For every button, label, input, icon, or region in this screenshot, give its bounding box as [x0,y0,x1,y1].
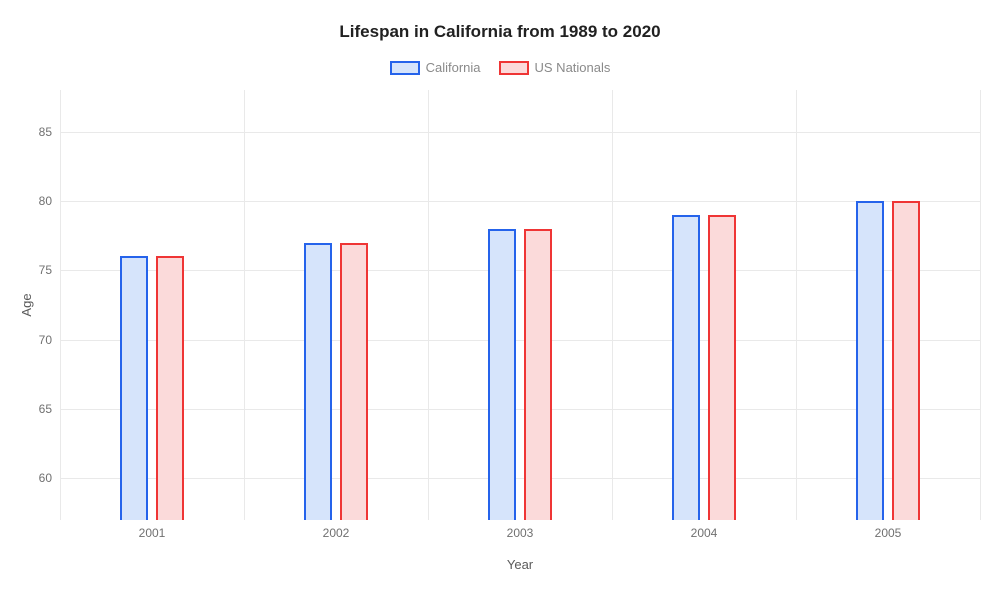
gridline-horizontal [60,409,980,410]
bar-california-2003 [488,229,516,520]
y-tick-label: 65 [39,402,52,416]
gridline-horizontal [60,340,980,341]
plot-area: 60657075808520012002200320042005 Age Yea… [60,90,980,520]
x-axis-title: Year [507,557,533,572]
legend-label-us-nationals: US Nationals [535,60,611,75]
chart-legend: California US Nationals [0,60,1000,75]
gridline-vertical [980,90,981,520]
gridline-horizontal [60,270,980,271]
legend-swatch-us-nationals [499,61,529,75]
gridline-vertical [244,90,245,520]
y-axis-title: Age [19,293,34,316]
gridline-vertical [428,90,429,520]
gridline-horizontal [60,478,980,479]
lifespan-bar-chart: Lifespan in California from 1989 to 2020… [0,0,1000,600]
bar-us-nationals-2003 [524,229,552,520]
gridline-vertical [60,90,61,520]
bar-us-nationals-2004 [708,215,736,520]
x-tick-label: 2004 [691,526,718,540]
bar-california-2005 [856,201,884,520]
x-tick-label: 2001 [139,526,166,540]
legend-item-us-nationals: US Nationals [499,60,611,75]
gridline-vertical [796,90,797,520]
legend-item-california: California [390,60,481,75]
chart-title: Lifespan in California from 1989 to 2020 [0,22,1000,42]
gridline-horizontal [60,201,980,202]
y-tick-label: 70 [39,333,52,347]
x-tick-label: 2005 [875,526,902,540]
y-tick-label: 60 [39,471,52,485]
legend-swatch-california [390,61,420,75]
gridline-vertical [612,90,613,520]
bar-us-nationals-2002 [340,243,368,520]
gridline-horizontal [60,132,980,133]
x-tick-label: 2003 [507,526,534,540]
bar-california-2001 [120,256,148,520]
x-tick-label: 2002 [323,526,350,540]
legend-label-california: California [426,60,481,75]
y-tick-label: 85 [39,125,52,139]
bar-us-nationals-2001 [156,256,184,520]
bar-california-2004 [672,215,700,520]
bar-california-2002 [304,243,332,520]
y-tick-label: 80 [39,194,52,208]
bar-us-nationals-2005 [892,201,920,520]
y-tick-label: 75 [39,263,52,277]
